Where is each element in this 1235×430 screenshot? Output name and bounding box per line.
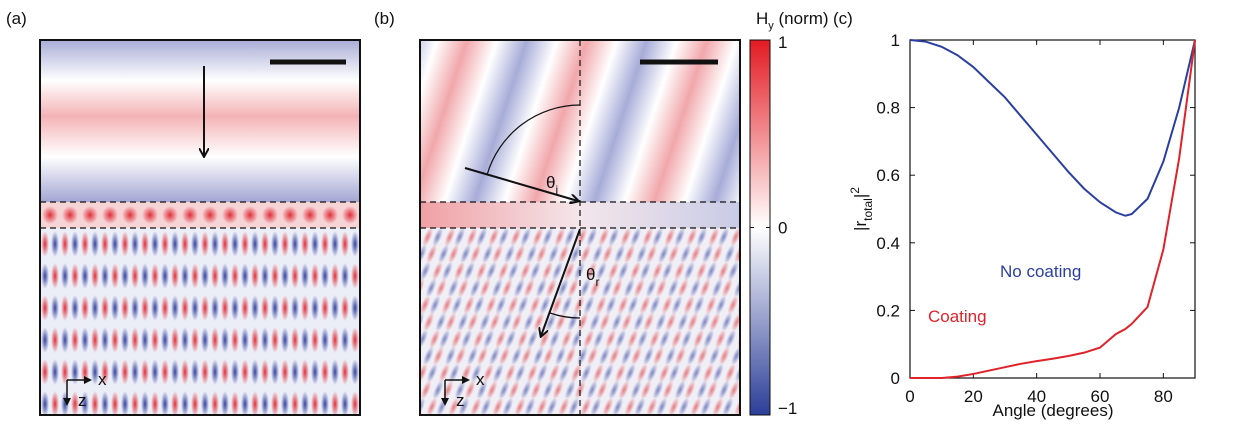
field-map-a: x z [40, 40, 360, 415]
y-tick-label: 0.8 [876, 99, 900, 118]
colorbar-title: Hy (norm) [756, 9, 829, 32]
series-line [910, 40, 1195, 216]
axis-label: z [456, 391, 465, 410]
y-axis-title: |rtotal|2 [848, 187, 875, 231]
x-tick-label: 80 [1154, 387, 1173, 406]
colorbar-tick-label: −1 [778, 399, 797, 418]
axis-label: z [78, 391, 87, 410]
coating-field [40, 202, 360, 228]
figure: (a) (b) (c) x z θi θr x z Hy (norm) 1 0 −1… [0, 0, 1235, 425]
series-label: Coating [928, 307, 987, 326]
colorbar-tick-label: 1 [778, 33, 787, 52]
colorbar-tick-label: 0 [778, 219, 787, 238]
substrate-field [40, 228, 360, 415]
y-tick-label: 0 [891, 369, 900, 388]
y-tick-label: 0.4 [876, 234, 900, 253]
plot-frame [910, 40, 1195, 378]
x-tick-label: 20 [964, 387, 983, 406]
x-tick-label: 40 [1027, 387, 1046, 406]
x-tick-label: 0 [905, 387, 914, 406]
panel-label: (b) [374, 9, 395, 28]
axis-label: x [98, 370, 107, 389]
colorbar: Hy (norm) 1 0 −1 [750, 9, 829, 418]
panel-label: (a) [6, 9, 27, 28]
field-map-b: θi θr x z [420, 40, 740, 415]
x-tick-label: 60 [1091, 387, 1110, 406]
y-tick-label: 0.2 [876, 301, 900, 320]
axis-label: x [476, 370, 485, 389]
panel-label: (c) [833, 9, 853, 28]
series-label: No coating [1000, 262, 1081, 281]
series-line [910, 40, 1195, 378]
y-tick-label: 1 [891, 31, 900, 50]
y-tick-label: 0.6 [876, 166, 900, 185]
